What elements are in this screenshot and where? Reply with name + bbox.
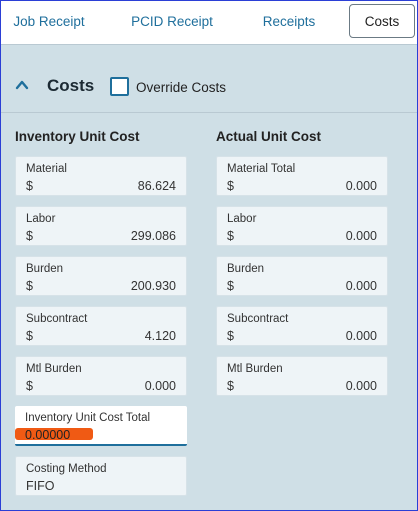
inventory-unit-cost-heading: Inventory Unit Cost: [15, 129, 140, 144]
field-label: Mtl Burden: [26, 363, 82, 375]
field-label: Subcontract: [26, 313, 88, 325]
field-label: Material: [26, 163, 67, 175]
tab-pcid-receipt[interactable]: PCID Receipt: [131, 13, 213, 29]
inventory-labor-field[interactable]: Labor $ 299.086: [15, 206, 187, 246]
currency-symbol: $: [26, 379, 33, 393]
chevron-up-icon[interactable]: [15, 79, 29, 91]
field-value: 0.000: [345, 179, 377, 193]
actual-burden-field[interactable]: Burden $ 0.000: [216, 256, 388, 296]
annotation-highlight: [15, 428, 93, 440]
field-label: Labor: [26, 213, 56, 225]
currency-symbol: $: [227, 179, 234, 193]
currency-symbol: $: [26, 229, 33, 243]
field-value: 0.000: [345, 229, 377, 243]
tab-costs[interactable]: Costs: [349, 4, 415, 38]
override-costs-checkbox[interactable]: [110, 77, 129, 96]
field-value: 0.000: [345, 329, 377, 343]
costs-panel-header: Costs Override Costs: [1, 62, 417, 112]
field-value: 299.086: [130, 229, 176, 243]
currency-symbol: $: [26, 279, 33, 293]
costing-method-field[interactable]: Costing Method FIFO: [15, 456, 187, 496]
inventory-material-field[interactable]: Material $ 86.624: [15, 156, 187, 196]
tab-job-receipt[interactable]: Job Receipt: [13, 13, 85, 29]
inventory-burden-field[interactable]: Burden $ 200.930: [15, 256, 187, 296]
tab-receipts[interactable]: Receipts: [262, 13, 316, 29]
actual-mtl-burden-field[interactable]: Mtl Burden $ 0.000: [216, 356, 388, 396]
field-value: 0.00000: [25, 428, 71, 442]
inventory-mtl-burden-field[interactable]: Mtl Burden $ 0.000: [15, 356, 187, 396]
currency-symbol: $: [227, 379, 234, 393]
field-label: Material Total: [227, 163, 296, 175]
currency-symbol: $: [26, 179, 33, 193]
field-value: 0.000: [144, 379, 176, 393]
field-label: Mtl Burden: [227, 363, 283, 375]
field-value: 0.000: [345, 379, 377, 393]
currency-symbol: $: [227, 279, 234, 293]
field-value: 4.120: [144, 329, 176, 343]
currency-symbol: $: [26, 329, 33, 343]
field-value: 86.624: [137, 179, 176, 193]
actual-labor-field[interactable]: Labor $ 0.000: [216, 206, 388, 246]
inventory-subcontract-field[interactable]: Subcontract $ 4.120: [15, 306, 187, 346]
currency-symbol: $: [227, 329, 234, 343]
field-value: 200.930: [130, 279, 176, 293]
actual-material-total-field[interactable]: Material Total $ 0.000: [216, 156, 388, 196]
field-label: Costing Method: [26, 463, 107, 475]
inventory-unit-cost-total-field[interactable]: Inventory Unit Cost Total 0.00000: [15, 406, 187, 446]
currency-symbol: $: [227, 229, 234, 243]
header-divider: [1, 112, 417, 113]
actual-unit-cost-heading: Actual Unit Cost: [216, 129, 322, 144]
tab-bar: Job Receipt PCID Receipt Receipts Costs: [1, 1, 417, 45]
field-value: FIFO: [26, 479, 55, 493]
actual-subcontract-field[interactable]: Subcontract $ 0.000: [216, 306, 388, 346]
field-label: Burden: [227, 263, 265, 275]
override-costs-label[interactable]: Override Costs: [136, 80, 227, 95]
field-value: 0.000: [345, 279, 377, 293]
field-label: Inventory Unit Cost Total: [25, 412, 151, 424]
field-label: Burden: [26, 263, 64, 275]
panel-title: Costs: [47, 76, 95, 95]
field-label: Labor: [227, 213, 257, 225]
field-label: Subcontract: [227, 313, 289, 325]
